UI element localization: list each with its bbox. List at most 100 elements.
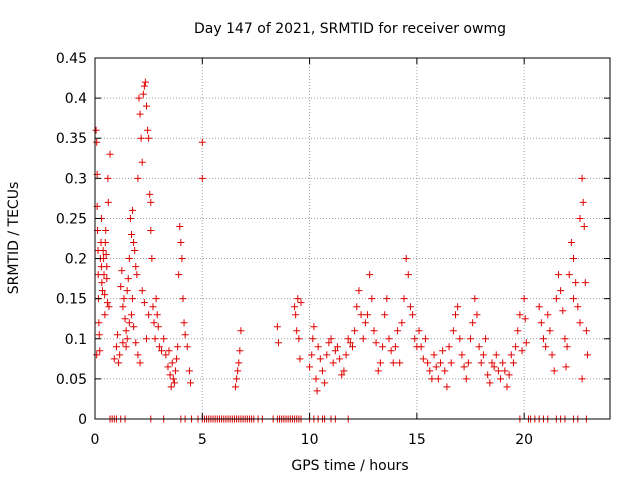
data-point (361, 319, 369, 327)
data-point (103, 263, 111, 271)
data-point (333, 343, 341, 351)
data-point (544, 311, 552, 319)
data-point (308, 351, 316, 359)
data-point (274, 339, 282, 347)
data-point (368, 295, 376, 303)
data-point (235, 359, 243, 367)
data-point (570, 295, 578, 303)
data-point (122, 327, 130, 335)
data-point (537, 319, 545, 327)
data-point (166, 371, 174, 379)
data-point (177, 239, 185, 247)
data-point (340, 367, 348, 375)
data-point (539, 335, 547, 343)
data-point (102, 226, 110, 234)
data-point (138, 287, 146, 295)
data-point (158, 347, 166, 355)
data-point (120, 295, 128, 303)
data-point (460, 363, 468, 371)
data-point (101, 311, 109, 319)
data-point (147, 226, 155, 234)
data-point (321, 379, 329, 387)
data-point (155, 343, 163, 351)
data-point (473, 311, 481, 319)
data-point (115, 359, 123, 367)
data-point (445, 343, 453, 351)
data-point (327, 335, 335, 343)
data-point (514, 327, 522, 335)
data-point (458, 351, 466, 359)
data-point (180, 319, 188, 327)
data-point (185, 367, 193, 375)
data-point (237, 327, 245, 335)
y-tick-label: 0.2 (65, 252, 87, 268)
data-point (391, 343, 399, 351)
data-point (503, 383, 511, 391)
data-point (127, 311, 135, 319)
data-point (126, 214, 134, 222)
data-point (424, 359, 432, 367)
data-point (99, 287, 107, 295)
data-point (411, 335, 419, 343)
data-point (114, 331, 122, 339)
data-point (583, 351, 591, 359)
data-point (170, 379, 178, 387)
data-point (103, 275, 111, 283)
data-point (471, 295, 479, 303)
data-point (404, 271, 412, 279)
data-point (449, 327, 457, 335)
data-point (475, 343, 483, 351)
data-point (95, 331, 103, 339)
data-point (138, 158, 146, 166)
data-point (379, 343, 387, 351)
data-point (467, 335, 475, 343)
data-point (175, 271, 183, 279)
data-point (104, 198, 112, 206)
data-point (469, 319, 477, 327)
data-point (312, 375, 320, 383)
data-point (306, 363, 314, 371)
data-point (522, 339, 530, 347)
data-point (364, 311, 372, 319)
data-point (149, 303, 157, 311)
data-point (432, 363, 440, 371)
data-point (357, 311, 365, 319)
data-point (143, 102, 150, 110)
data-point (374, 367, 382, 375)
data-point (93, 138, 101, 146)
data-point (501, 367, 509, 375)
data-points (92, 78, 591, 423)
data-point (521, 315, 529, 323)
data-point (116, 351, 124, 359)
data-point (134, 351, 142, 359)
data-point (567, 239, 575, 247)
data-point (409, 311, 417, 319)
y-axis-ticks: 0 0.05 0.1 0.15 0.2 0.25 0.3 0.35 0.4 0.45 (56, 51, 610, 428)
data-point (492, 351, 500, 359)
data-point (133, 271, 141, 279)
data-point (162, 351, 170, 359)
data-point (101, 291, 109, 299)
data-point (439, 347, 447, 355)
data-point (176, 222, 184, 230)
data-point (402, 255, 410, 263)
data-point (579, 198, 587, 206)
data-point (557, 287, 565, 295)
data-point (153, 311, 161, 319)
data-point (488, 359, 496, 367)
data-point (396, 359, 404, 367)
data-point (548, 351, 556, 359)
data-point (273, 323, 281, 331)
data-point (383, 295, 391, 303)
data-point (555, 271, 562, 279)
data-point (143, 335, 150, 343)
data-point (234, 367, 242, 375)
data-point (151, 335, 159, 343)
data-point (482, 335, 490, 343)
data-point (349, 343, 356, 351)
data-point (443, 383, 451, 391)
data-point (295, 335, 303, 343)
data-point (117, 283, 125, 291)
